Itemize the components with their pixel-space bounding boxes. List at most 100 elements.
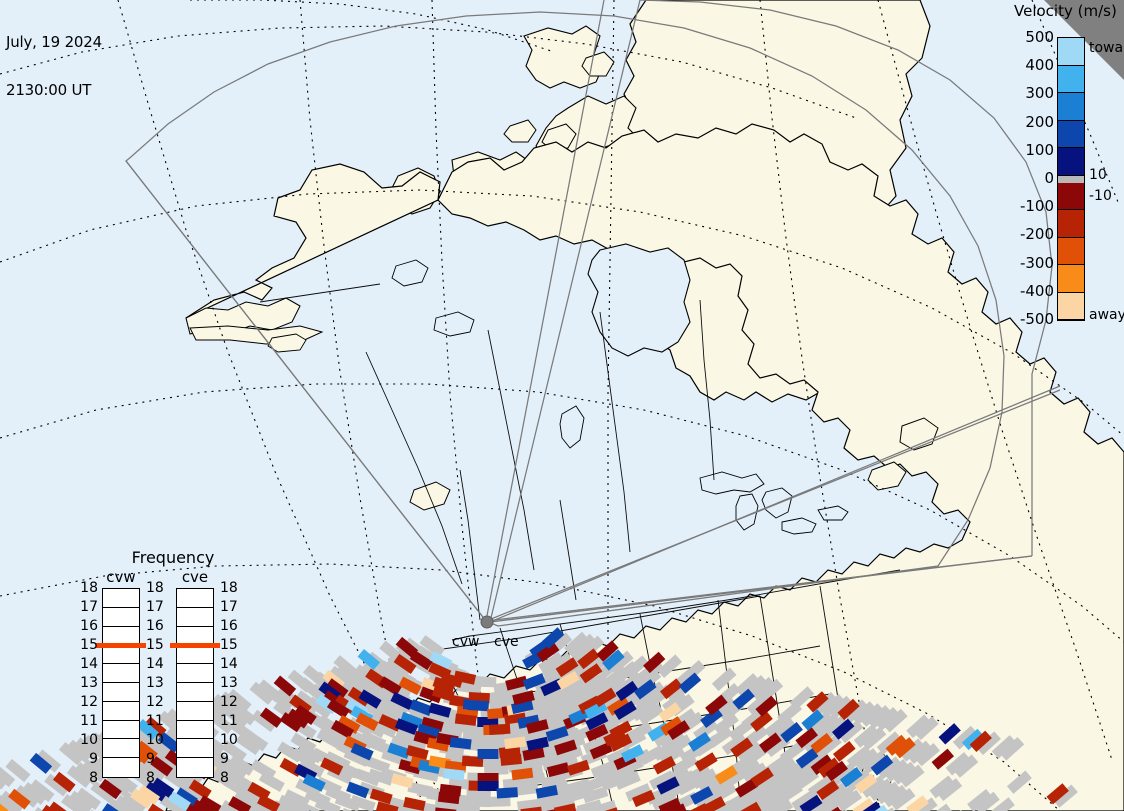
radar-data-cell [221, 758, 248, 780]
radar-data-cell [148, 733, 175, 757]
frequency-tick: 11 [80, 713, 98, 729]
frequency-tick: 17 [146, 599, 164, 615]
radar-data-cell [157, 732, 181, 753]
frequency-tick: 15 [146, 637, 164, 653]
colorbar-tick: 100 [1025, 140, 1054, 159]
frequency-cell [177, 739, 213, 759]
radar-data-cell [486, 796, 511, 808]
radar-data-cell [780, 721, 803, 743]
radar-data-cell [437, 791, 460, 805]
radar-data-cell [891, 761, 917, 785]
radar-data-cell [707, 725, 733, 749]
radar-data-cell [449, 737, 472, 750]
radar-data-cell [853, 724, 879, 748]
radar-data-cell [694, 752, 718, 772]
radar-data-cell [579, 635, 605, 660]
radar-data-cell [608, 650, 634, 674]
radar-data-cell [1006, 770, 1032, 794]
radar-data-cell [844, 699, 869, 724]
radar-data-cell [147, 803, 171, 811]
radar-data-cell [678, 672, 702, 694]
radar-data-cell [974, 791, 1000, 811]
radar-data-cell [926, 803, 953, 811]
radar-data-cell [66, 739, 92, 763]
radar-data-cell [822, 782, 848, 805]
meridian-1 [117, 0, 453, 811]
great-bear-lake [391, 259, 429, 287]
radar-data-cell [823, 715, 849, 739]
radar-data-cell [882, 784, 909, 808]
radar-data-cell [442, 768, 465, 781]
radar-data-cell [606, 696, 630, 716]
radar-data-cell [801, 709, 824, 731]
radar-data-cell [354, 768, 381, 787]
site-label-cve: cve [494, 634, 519, 650]
radar-data-cell [614, 771, 641, 790]
colorbar-segment [1058, 265, 1084, 293]
frequency-tick: 9 [146, 751, 155, 767]
radar-data-cell [293, 704, 317, 725]
radar-data-cell [40, 804, 64, 811]
radar-data-cell [316, 728, 343, 750]
radar-data-cell [876, 756, 902, 780]
radar-data-cell [358, 689, 382, 709]
radar-data-cell [801, 729, 827, 752]
radar-data-cell [795, 748, 819, 769]
radar-data-cell [273, 675, 297, 697]
radar-data-cell [496, 787, 518, 799]
colorbar-tick: 200 [1025, 112, 1054, 131]
radar-data-cell [615, 680, 639, 702]
radar-data-cell [409, 699, 433, 716]
frequency-cell [177, 683, 213, 702]
radar-data-cell [626, 721, 653, 743]
frequency-cell [103, 758, 139, 777]
radar-data-cell [680, 659, 706, 684]
radar-data-cell [298, 757, 325, 778]
timestamp: July, 19 2024 2130:00 UT [6, 2, 102, 130]
colorbar-segment [1058, 292, 1084, 320]
radar-data-cell [500, 753, 522, 766]
frequency-bar-cvw[interactable] [102, 588, 140, 778]
frequency-bar-cve[interactable] [176, 588, 214, 778]
radar-data-cell [595, 722, 622, 742]
colorbar-side-labels: toward 10 -10 away [1089, 30, 1124, 330]
radar-data-cell [893, 737, 916, 759]
radar-data-cell [387, 742, 411, 759]
radar-data-cell [639, 681, 666, 704]
radar-data-cell [825, 760, 848, 782]
radar-data-cell [554, 803, 577, 811]
colorbar-segment [1058, 210, 1084, 238]
radar-data-cell [690, 786, 714, 805]
radar-data-cell [846, 769, 872, 792]
radar-data-cell [231, 702, 257, 726]
radar-data-cell [332, 759, 359, 779]
hudson-bay [587, 243, 691, 357]
radar-site-marker[interactable] [480, 615, 494, 629]
radar-data-cell [242, 729, 269, 752]
radar-data-cell [656, 776, 680, 795]
lake-michigan [735, 493, 759, 531]
radar-data-cell [223, 705, 250, 729]
radar-data-cell [401, 733, 428, 751]
radar-data-cell [141, 736, 167, 760]
radar-data-cell [613, 700, 637, 721]
frequency-tick: 9 [220, 751, 229, 767]
radar-data-cell [912, 797, 938, 811]
colorbar-segment [1058, 38, 1084, 66]
radar-data-cell [929, 775, 955, 799]
lake-ontario [817, 505, 849, 521]
fov-edge-d [125, 160, 487, 622]
radar-data-cell [890, 787, 916, 811]
radar-data-cell [885, 734, 909, 756]
radar-data-cell [807, 775, 834, 798]
radar-data-cell [637, 703, 664, 726]
radar-data-cell [350, 742, 374, 761]
timestamp-time: 2130:00 UT [6, 81, 92, 99]
frequency-cell [103, 702, 139, 721]
colorbar-tick: -300 [1019, 253, 1054, 272]
radar-data-cell [915, 742, 940, 767]
radar-data-cell [786, 764, 812, 787]
radar-data-cell [658, 702, 682, 723]
radar-data-cell [5, 759, 31, 783]
